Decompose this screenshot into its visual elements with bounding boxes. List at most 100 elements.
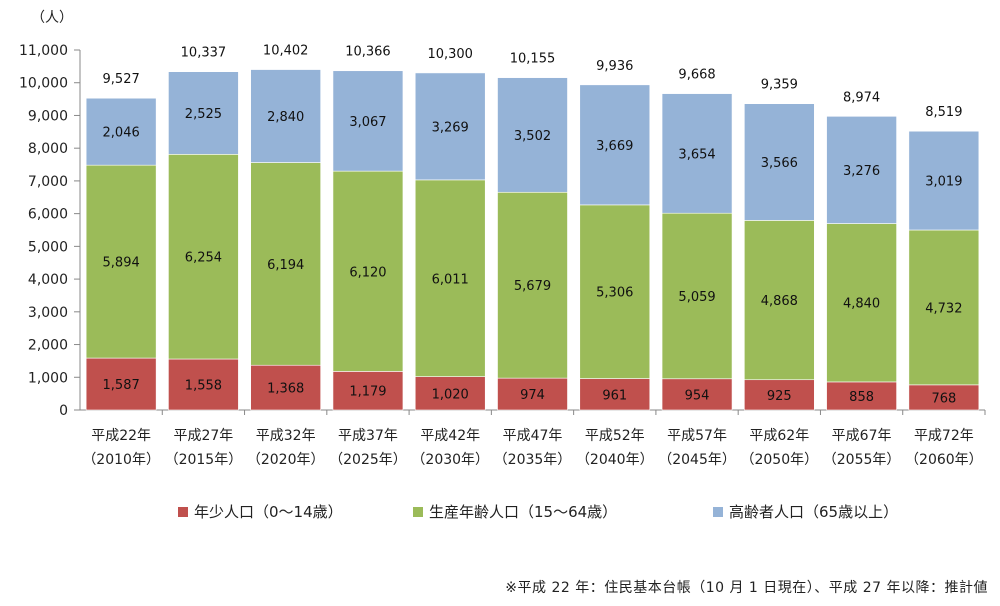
data-label: 3,067 xyxy=(349,115,386,130)
y-tick-label: 8,000 xyxy=(28,141,68,157)
data-label: 858 xyxy=(849,390,874,405)
legend-label: 年少人口（0～14歳） xyxy=(194,503,343,521)
total-label: 9,359 xyxy=(761,78,798,93)
bar-segment-youth xyxy=(168,358,239,411)
bar-segment-youth xyxy=(497,377,568,411)
data-label: 5,059 xyxy=(678,290,715,305)
bar-segment-working-age xyxy=(908,229,980,386)
data-label: 6,194 xyxy=(267,258,304,273)
legend-label: 高齢者人口（65歳以上） xyxy=(729,503,898,521)
x-tick-label-year: （2030年） xyxy=(411,452,489,468)
data-label: 961 xyxy=(602,388,627,403)
data-label: 925 xyxy=(767,389,792,404)
data-label: 3,276 xyxy=(843,164,880,179)
bar-segment-elderly xyxy=(908,130,980,231)
bar-segment-elderly xyxy=(332,70,404,172)
data-label: 768 xyxy=(931,391,956,406)
bar-segment-elderly xyxy=(744,103,815,221)
bar-segment-working-age xyxy=(85,164,157,359)
total-label: 10,366 xyxy=(345,45,391,60)
bar-segment-youth xyxy=(826,381,897,411)
x-tick-label-year: （2055年） xyxy=(823,452,901,468)
x-tick-label-year: （2025年） xyxy=(329,452,407,468)
x-tick-label: 平成57年 xyxy=(667,428,727,444)
data-label: 5,894 xyxy=(103,256,140,271)
bar-segment-youth xyxy=(908,384,980,411)
total-label: 10,300 xyxy=(427,47,473,62)
data-label: 3,269 xyxy=(432,120,469,135)
data-label: 3,502 xyxy=(514,129,551,144)
x-tick-label-year: （2060年） xyxy=(905,452,983,468)
x-tick-label: 平成27年 xyxy=(173,428,233,444)
legend-swatch-elderly xyxy=(713,507,723,517)
x-tick-label: 平成62年 xyxy=(749,428,809,444)
data-label: 5,306 xyxy=(596,286,633,301)
data-label: 4,840 xyxy=(843,297,880,312)
bar-segment-working-age xyxy=(414,179,486,377)
bar-segment-working-age xyxy=(826,223,897,383)
total-label: 8,974 xyxy=(843,90,880,105)
x-tick-label: 平成37年 xyxy=(338,428,398,444)
y-tick-label: 0 xyxy=(59,403,68,419)
data-label: 3,669 xyxy=(596,139,633,154)
population-stacked-bar-chart: （人） 0 1,000 2,000 3,000 4,000 5,000 6,000 7,000 8… xyxy=(19,10,986,521)
y-tick-label: 10,000 xyxy=(19,76,68,92)
y-tick-label: 4,000 xyxy=(28,272,68,288)
y-tick-label: 11,000 xyxy=(19,43,68,59)
bar-segment-working-age xyxy=(332,170,404,372)
footnote: ※平成 22 年：住民基本台帳（10 月 1 日現在）、平成 27 年以降：推計… xyxy=(505,580,988,596)
y-tick-label: 7,000 xyxy=(28,174,68,190)
data-label: 4,732 xyxy=(925,301,962,316)
total-label: 9,527 xyxy=(103,72,140,87)
bar-segment-working-age xyxy=(579,204,651,379)
bar-segment-elderly xyxy=(250,69,321,163)
data-label: 974 xyxy=(520,388,545,403)
x-tick-label-year: （2045年） xyxy=(658,452,736,468)
bar-segment-youth xyxy=(250,364,321,411)
bar-segment-working-age xyxy=(744,220,815,381)
bar-segment-elderly xyxy=(579,84,651,206)
bar-segment-youth xyxy=(332,371,404,411)
data-label: 4,868 xyxy=(761,294,798,309)
legend-swatch-working-age xyxy=(413,507,423,517)
data-label: 1,587 xyxy=(103,378,140,393)
data-label: 5,679 xyxy=(514,279,551,294)
total-label: 10,402 xyxy=(263,44,309,59)
data-label: 2,525 xyxy=(185,107,222,122)
y-tick-label: 1,000 xyxy=(28,370,68,386)
y-tick-label: 5,000 xyxy=(28,239,68,255)
bar-segment-elderly xyxy=(414,72,486,181)
bar-segment-working-age xyxy=(168,154,239,360)
bar-segment-youth xyxy=(414,376,486,411)
data-label: 954 xyxy=(685,388,710,403)
data-label: 2,046 xyxy=(103,126,140,141)
y-tick-label: 2,000 xyxy=(28,338,68,354)
x-tick-label: 平成67年 xyxy=(832,428,892,444)
bar-segment-elderly xyxy=(168,71,239,155)
bar-segment-youth xyxy=(661,378,733,411)
data-label: 6,254 xyxy=(185,251,222,266)
x-tick-label: 平成47年 xyxy=(503,428,563,444)
y-axis-unit-label: （人） xyxy=(31,10,73,26)
x-tick-label: 平成72年 xyxy=(914,428,974,444)
data-label: 2,840 xyxy=(267,110,304,125)
total-label: 10,337 xyxy=(181,46,227,61)
total-label: 8,519 xyxy=(925,105,962,120)
bar-segment-elderly xyxy=(85,97,157,166)
total-label: 9,668 xyxy=(678,68,715,83)
data-label: 3,566 xyxy=(761,156,798,171)
data-label: 6,120 xyxy=(349,265,386,280)
x-tick-label-year: （2050年） xyxy=(740,452,818,468)
bar-segment-youth xyxy=(579,378,651,411)
x-tick-label-year: （2015年） xyxy=(165,452,243,468)
bar-segment-elderly xyxy=(826,116,897,224)
total-label: 10,155 xyxy=(510,52,556,67)
y-tick-label: 9,000 xyxy=(28,108,68,124)
bar-segment-working-age xyxy=(661,212,733,380)
y-tick-label: 6,000 xyxy=(28,207,68,223)
legend-label: 生産年齢人口（15～64歳） xyxy=(429,503,617,521)
bar-segment-working-age xyxy=(497,191,568,379)
x-tick-label-year: （2040年） xyxy=(576,452,654,468)
data-label: 1,558 xyxy=(185,379,222,394)
x-tick-label: 平成52年 xyxy=(585,428,645,444)
